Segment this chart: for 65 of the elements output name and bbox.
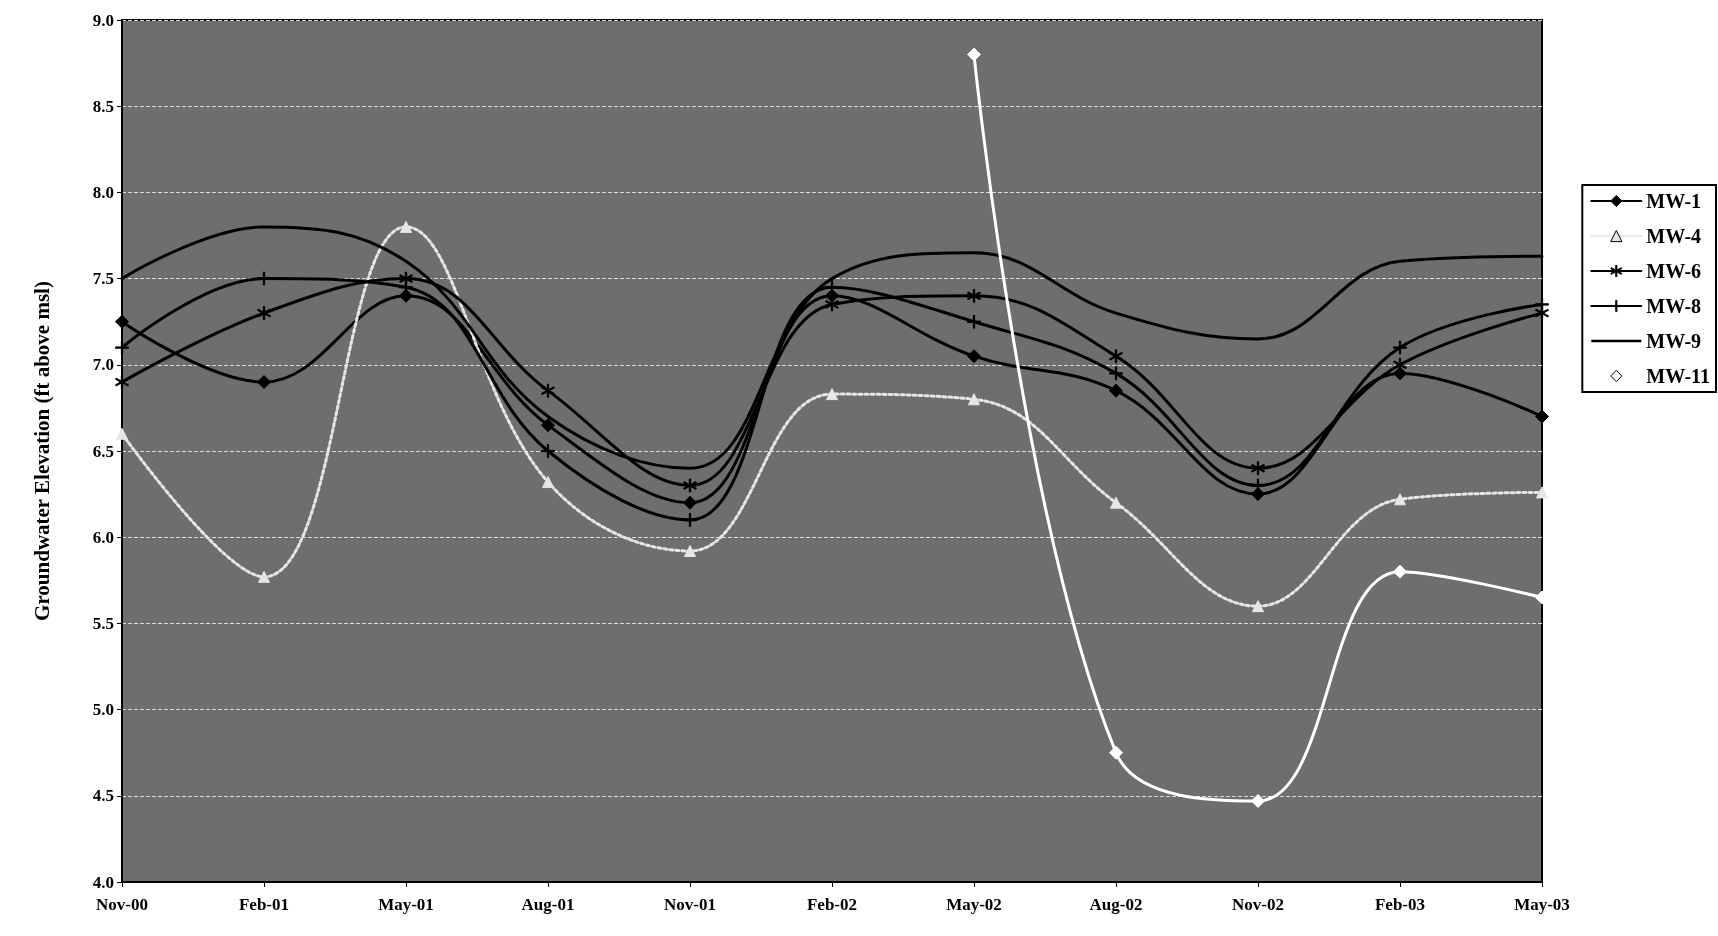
y-axis-title: Groundwater Elevation (ft above msl) xyxy=(29,281,54,621)
x-tick-label: May-02 xyxy=(946,895,1002,914)
x-tick-label: Nov-00 xyxy=(96,895,148,914)
point xyxy=(1535,297,1549,312)
point xyxy=(1536,486,1548,499)
x-tick-label: Aug-01 xyxy=(521,895,575,914)
y-tick-label: 7.0 xyxy=(92,355,114,375)
point xyxy=(115,314,129,329)
point xyxy=(1251,793,1265,808)
legend-label: MW-1 xyxy=(1646,190,1702,212)
y-tick-label: 7.5 xyxy=(92,269,114,289)
point xyxy=(1109,745,1123,760)
point xyxy=(400,220,412,233)
x-tick-label: Aug-02 xyxy=(1089,895,1143,914)
legend-label: MW-11 xyxy=(1646,365,1711,387)
point xyxy=(257,375,271,390)
y-tick-label: 8.0 xyxy=(92,182,114,202)
point xyxy=(258,570,270,583)
x-tick-label: Nov-02 xyxy=(1232,895,1284,914)
point xyxy=(1110,496,1122,509)
legend-label: MW-4 xyxy=(1646,225,1702,247)
x-tick-label: May-01 xyxy=(378,895,434,914)
point xyxy=(541,444,555,458)
y-tick-label: 6.5 xyxy=(92,441,114,461)
y-tick-label: 5.0 xyxy=(92,700,114,720)
point xyxy=(1394,493,1406,506)
point xyxy=(684,544,696,557)
point xyxy=(826,388,838,401)
x-tick-label: Feb-02 xyxy=(806,895,858,914)
y-tick-label: 5.5 xyxy=(92,613,114,633)
x-tick-label: Feb-01 xyxy=(238,895,290,914)
point xyxy=(116,427,128,440)
point xyxy=(1109,349,1123,364)
legend-label: MW-9 xyxy=(1646,330,1702,352)
point xyxy=(541,418,555,433)
x-tick-label: Nov-01 xyxy=(664,895,716,914)
point xyxy=(541,383,555,398)
point xyxy=(683,495,697,510)
point xyxy=(1251,461,1265,476)
y-tick-label: 9.0 xyxy=(92,10,114,30)
point xyxy=(115,340,129,355)
point xyxy=(1393,340,1407,355)
y-tick-label: 6.0 xyxy=(92,527,114,547)
point xyxy=(967,349,981,364)
y-tick-label: 4.0 xyxy=(92,872,114,892)
point xyxy=(683,478,697,493)
point xyxy=(968,393,980,406)
point xyxy=(967,47,981,62)
point xyxy=(257,306,271,321)
y-tick-label: 8.5 xyxy=(92,96,114,116)
x-tick-label: May-03 xyxy=(1514,895,1570,914)
x-tick-label: Feb-03 xyxy=(1374,895,1426,914)
point xyxy=(683,512,697,527)
point xyxy=(1393,564,1407,579)
point xyxy=(542,476,554,489)
point xyxy=(967,314,981,329)
point xyxy=(1109,366,1123,381)
point xyxy=(115,375,129,390)
y-tick-label: 4.5 xyxy=(92,786,114,806)
point xyxy=(1252,600,1264,613)
point xyxy=(1535,409,1549,424)
legend-label: MW-6 xyxy=(1646,260,1702,282)
legend-label: MW-8 xyxy=(1646,295,1702,317)
point xyxy=(1109,383,1123,398)
point xyxy=(967,288,981,303)
